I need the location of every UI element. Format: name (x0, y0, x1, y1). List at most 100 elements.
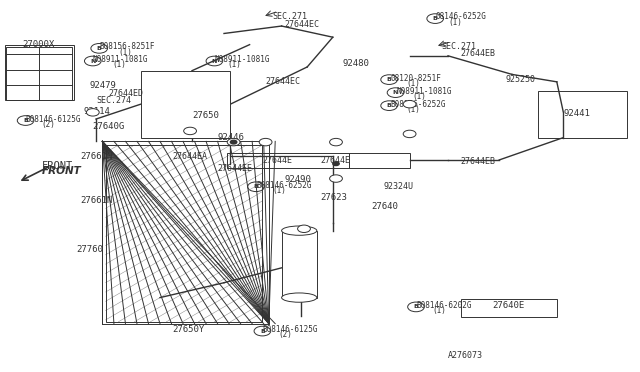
Text: B: B (253, 184, 259, 189)
Text: (1): (1) (406, 105, 420, 114)
Circle shape (298, 225, 310, 232)
Text: 27644E: 27644E (262, 156, 292, 165)
Bar (349, 153, 410, 168)
Text: (1): (1) (432, 306, 446, 315)
Text: FRONT: FRONT (42, 161, 73, 170)
Text: 27650Y: 27650Y (173, 325, 205, 334)
Text: 27644EB: 27644EB (461, 49, 496, 58)
Text: 27640E: 27640E (493, 301, 525, 310)
Text: B08156-8251F: B08156-8251F (99, 42, 155, 51)
Text: (1): (1) (448, 18, 462, 27)
Circle shape (86, 109, 99, 116)
Circle shape (91, 44, 108, 53)
Text: 27661N: 27661N (80, 152, 112, 161)
Circle shape (230, 140, 237, 144)
Text: 27644EE: 27644EE (218, 164, 253, 173)
Text: B: B (260, 328, 265, 334)
Text: 27650: 27650 (192, 111, 219, 120)
Text: SEC.274: SEC.274 (96, 96, 131, 105)
Bar (538, 91, 627, 138)
Text: FRONT: FRONT (42, 166, 81, 176)
Circle shape (408, 302, 424, 312)
Circle shape (330, 138, 342, 146)
Text: 925250: 925250 (506, 76, 536, 84)
Text: B: B (387, 103, 392, 108)
Text: SEC.271: SEC.271 (272, 12, 307, 21)
Circle shape (254, 326, 271, 336)
Text: B08146-6125G: B08146-6125G (26, 115, 81, 124)
Text: B08146-6252G: B08146-6252G (390, 100, 446, 109)
Circle shape (84, 56, 101, 66)
Text: B: B (97, 46, 102, 51)
Text: 92446: 92446 (218, 133, 244, 142)
Text: N08911-1081G: N08911-1081G (397, 87, 452, 96)
Text: 27661N: 27661N (80, 196, 112, 205)
Text: N08911-1081G: N08911-1081G (93, 55, 148, 64)
Text: (2): (2) (42, 120, 56, 129)
Text: B08146-6252G: B08146-6252G (256, 181, 312, 190)
Bar (106, 145, 262, 322)
Text: 92324U: 92324U (384, 182, 414, 190)
Circle shape (427, 14, 444, 23)
Circle shape (227, 138, 240, 146)
Circle shape (387, 88, 404, 97)
Text: A276073: A276073 (448, 351, 483, 360)
Text: N08911-1081G: N08911-1081G (214, 55, 270, 64)
Text: 08146-6252G: 08146-6252G (435, 12, 486, 21)
Text: 27644ED: 27644ED (109, 89, 144, 97)
Circle shape (403, 130, 416, 138)
Text: 92480: 92480 (342, 60, 369, 68)
Circle shape (381, 75, 397, 84)
Text: (1): (1) (406, 79, 420, 88)
Text: 92114: 92114 (83, 107, 110, 116)
Text: N: N (90, 58, 95, 64)
Text: 92490: 92490 (285, 175, 312, 184)
Text: B08146-6125G: B08146-6125G (262, 325, 318, 334)
Bar (6, 46, 72, 100)
Bar (461, 299, 557, 317)
Text: 08120-8251F: 08120-8251F (390, 74, 441, 83)
Circle shape (184, 127, 196, 135)
Text: 27640: 27640 (371, 202, 398, 211)
Text: SEC.271: SEC.271 (442, 42, 477, 51)
Text: 27000X: 27000X (22, 40, 54, 49)
Text: B: B (413, 304, 419, 310)
Text: B: B (387, 77, 392, 82)
Bar (141, 71, 230, 138)
Text: 27760: 27760 (77, 245, 104, 254)
Text: (1): (1) (227, 60, 241, 69)
Text: 27644EC: 27644EC (285, 20, 320, 29)
Text: 27644EA: 27644EA (173, 153, 208, 161)
Bar (5, 45, 74, 100)
Text: B: B (433, 16, 438, 21)
Ellipse shape (282, 293, 317, 302)
Text: (1): (1) (112, 60, 126, 69)
Bar (102, 141, 269, 324)
Text: (1): (1) (413, 92, 427, 101)
Text: 27644EB: 27644EB (461, 157, 496, 166)
Text: N: N (212, 58, 217, 64)
Circle shape (330, 175, 342, 182)
Ellipse shape (282, 226, 317, 235)
Bar (282, 231, 317, 298)
Text: 27644E: 27644E (320, 156, 350, 165)
Text: 27623: 27623 (320, 193, 347, 202)
Text: (1): (1) (118, 48, 132, 57)
Circle shape (381, 101, 397, 110)
Circle shape (206, 56, 223, 66)
Text: 27644EC: 27644EC (266, 77, 301, 86)
Circle shape (333, 162, 339, 166)
Text: (2): (2) (278, 330, 292, 339)
Bar (227, 153, 349, 168)
Text: B: B (23, 118, 28, 123)
Text: 27640G: 27640G (93, 122, 125, 131)
Text: B08146-6202G: B08146-6202G (416, 301, 472, 310)
Circle shape (248, 182, 264, 192)
Text: 92441: 92441 (563, 109, 590, 118)
Circle shape (259, 138, 272, 146)
Text: (1): (1) (272, 186, 286, 195)
Circle shape (403, 100, 416, 108)
Text: 92479: 92479 (90, 81, 116, 90)
Text: N: N (393, 90, 398, 95)
Circle shape (17, 116, 34, 125)
